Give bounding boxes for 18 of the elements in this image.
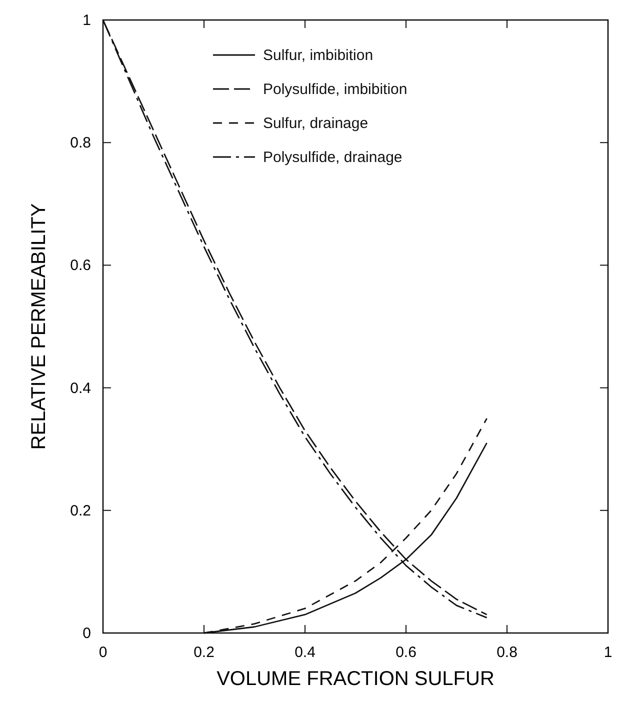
x-axis-title: VOLUME FRACTION SULFUR	[216, 668, 494, 690]
legend-label: Polysulfide, imbibition	[263, 81, 408, 98]
x-tick-label: 1	[604, 644, 612, 661]
legend-label: Polysulfide, drainage	[263, 149, 402, 166]
x-tick-label: 0	[98, 644, 108, 661]
y-tick-label: 0.2	[70, 502, 91, 520]
y-tick-label: 0.4	[70, 380, 91, 397]
y-tick-label: 0.8	[70, 134, 91, 152]
legend-label: Sulfur, drainage	[263, 115, 368, 132]
y-tick-label: 0	[82, 625, 91, 642]
y-tick-label: 0.6	[70, 257, 91, 274]
x-tick-label: 0.6	[396, 644, 416, 661]
x-tick-label: 0.4	[294, 644, 316, 661]
y-tick-label: 1	[82, 12, 91, 29]
x-tick-label: 0.2	[194, 644, 214, 661]
legend-label: Sulfur, imbibition	[263, 47, 374, 64]
y-axis-title: RELATIVE PERMEABILITY	[28, 203, 50, 450]
x-tick-label: 0.8	[496, 644, 518, 661]
